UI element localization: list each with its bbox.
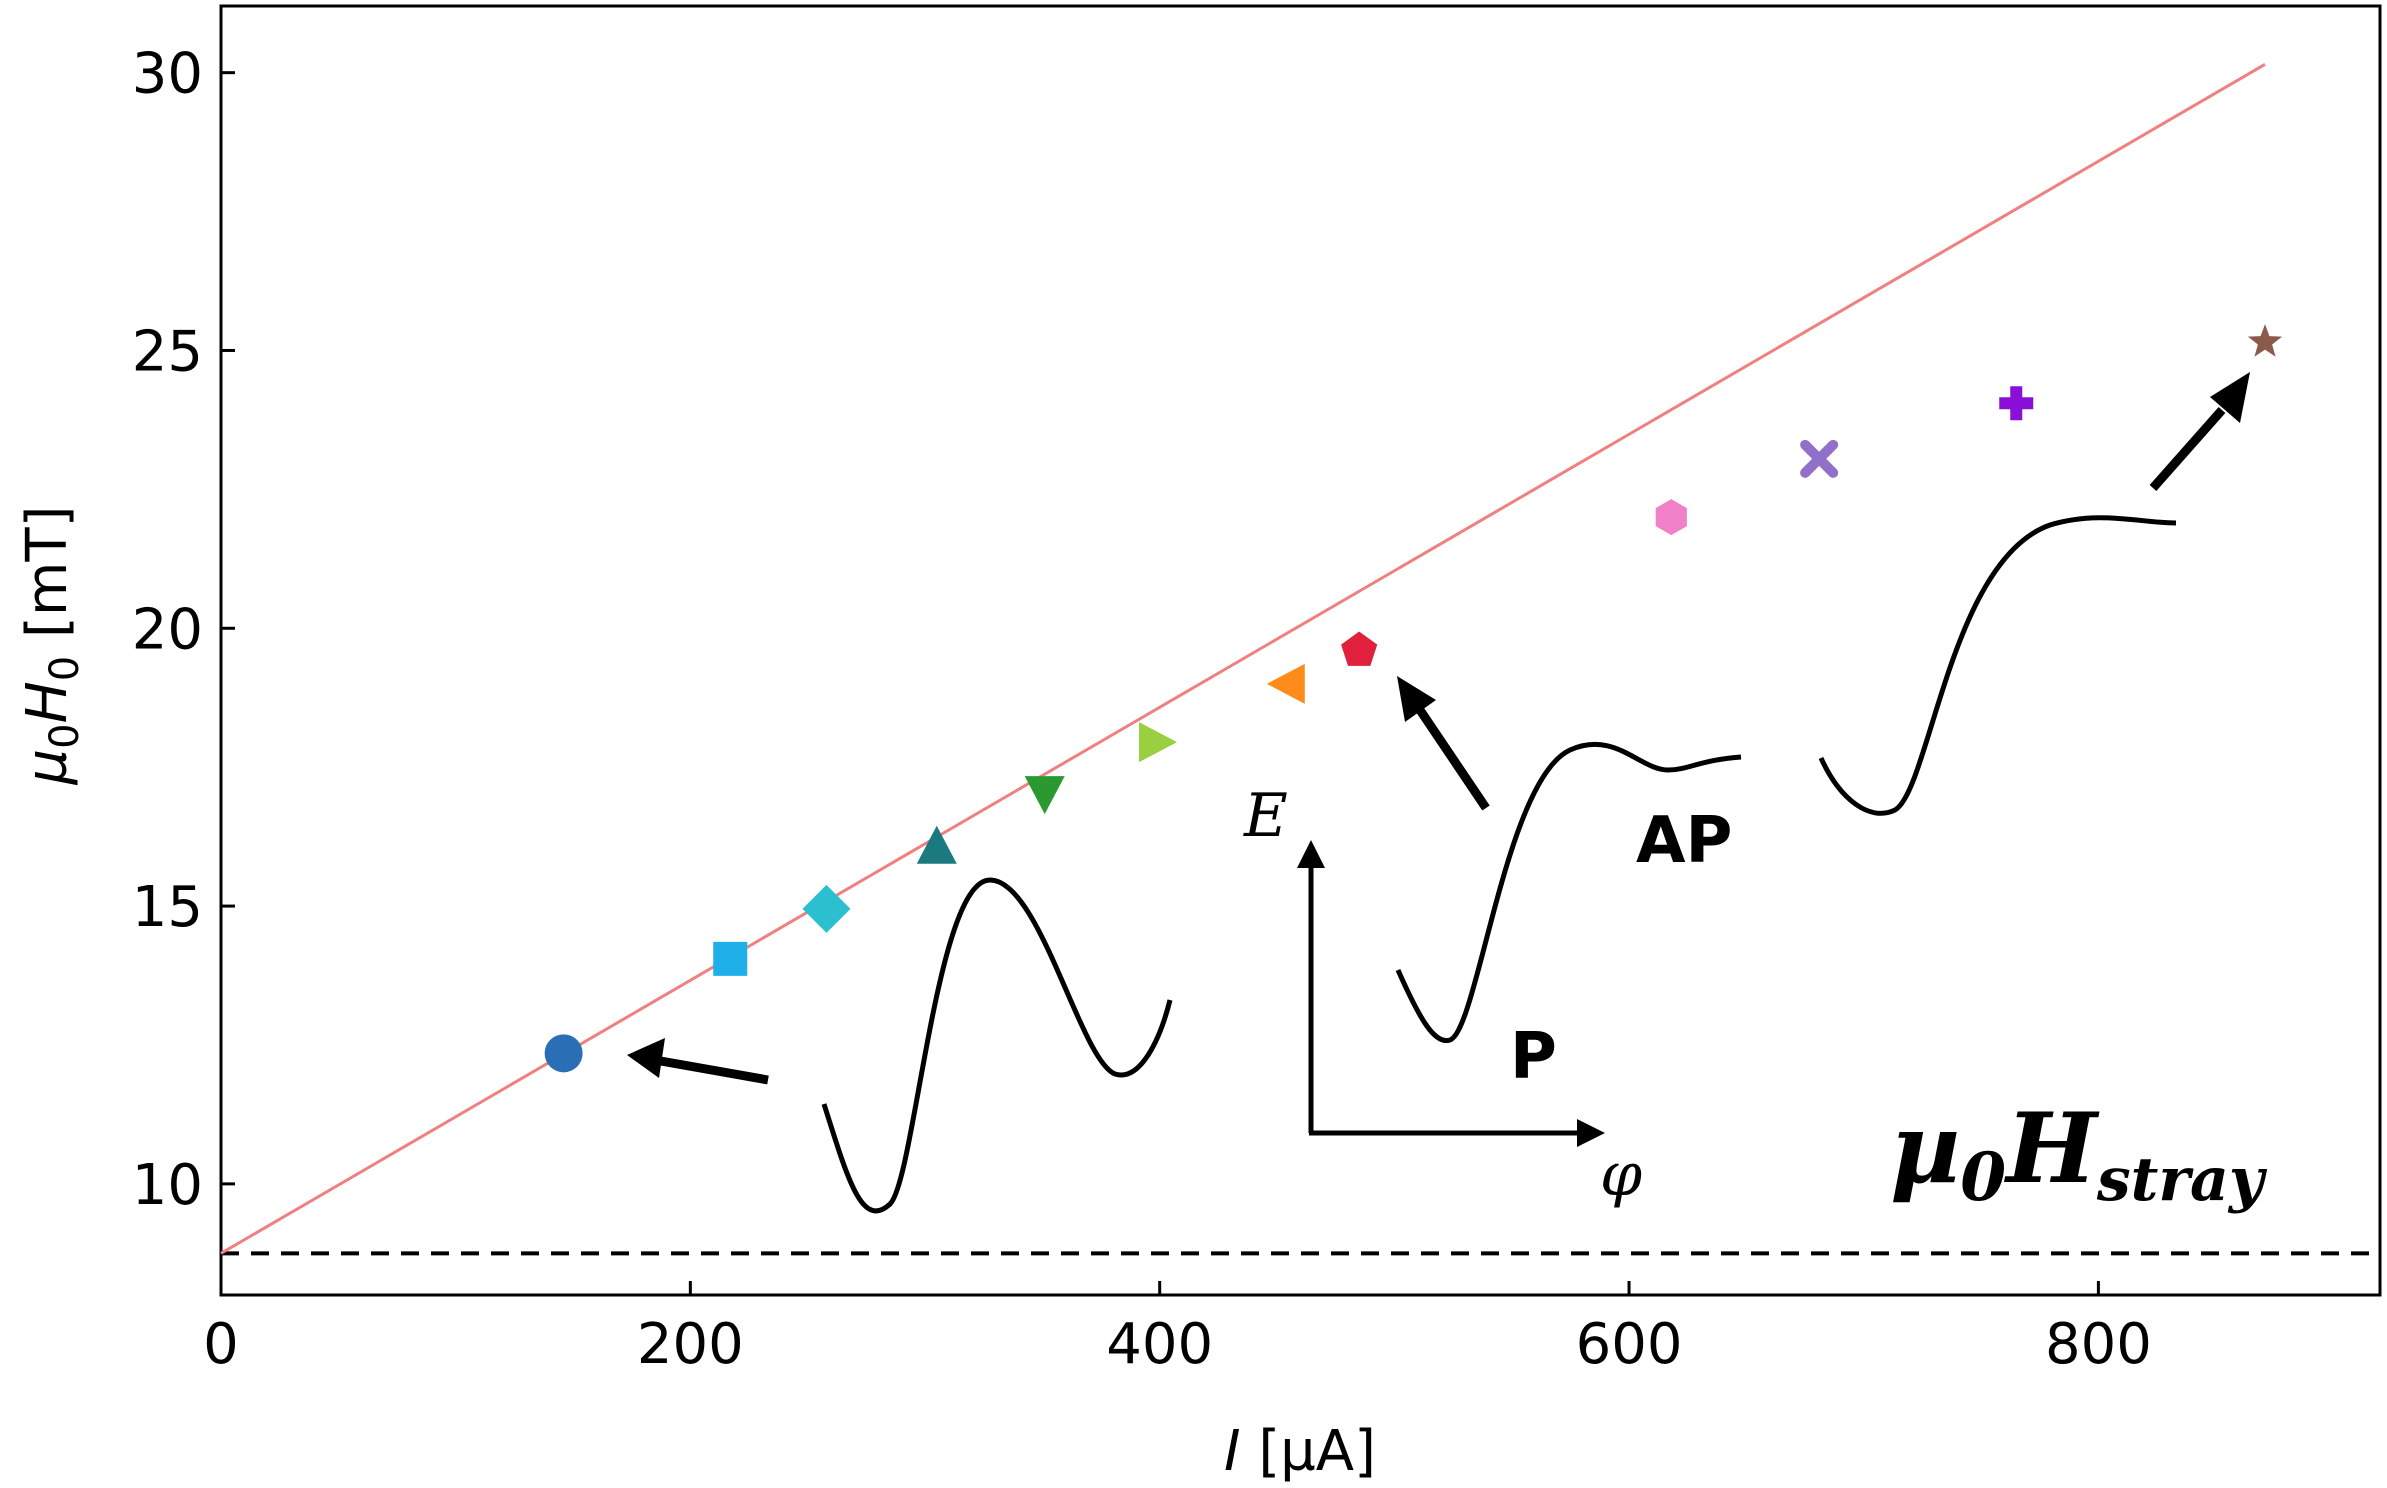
data-point-square (713, 941, 748, 976)
landscape-curve-1 (821, 877, 1173, 1214)
x-axis-label: I [µA] (1224, 1419, 1376, 1484)
data-point-triangle-down (1024, 776, 1065, 815)
x-tick-label: 200 (637, 1312, 744, 1377)
state-label-ap: AP (1636, 804, 1732, 878)
data-point-pentagon (1341, 631, 1378, 666)
y-tick-label: 25 (132, 319, 203, 384)
y-tick-label: 10 (132, 1153, 203, 1218)
data-point-diamond (802, 884, 851, 933)
x-axis-ticks: 0 200 400 600 800 (203, 1281, 2152, 1377)
stray-field-label: µ0Hstray (1890, 1092, 2268, 1216)
data-point-x (1800, 439, 1839, 478)
data-point-triangle-up (916, 825, 957, 864)
data-points (544, 324, 2283, 1073)
y-axis-ticks: 10 15 20 25 30 (132, 42, 235, 1218)
data-point-circle (544, 1034, 583, 1073)
arrow-to-star-point (2149, 372, 2250, 491)
data-point-triangle-left (1266, 663, 1305, 704)
linear-fit-line (220, 63, 2266, 1255)
x-tick-label: 800 (2045, 1312, 2152, 1377)
x-tick-label: 600 (1576, 1312, 1683, 1377)
y-tick-label: 30 (132, 42, 203, 107)
data-point-star (2247, 324, 2283, 357)
data-point-triangle-right (1139, 722, 1178, 763)
energy-axis-label: E (1243, 781, 1288, 851)
landscape-curve-3 (1818, 515, 2177, 816)
arrow-to-pentagon-point (1397, 676, 1490, 811)
x-tick-label: 400 (1106, 1312, 1213, 1377)
x-tick-label: 0 (203, 1312, 239, 1377)
data-point-plus (1999, 386, 2034, 421)
landscape-curve-2 (1395, 742, 1742, 1044)
y-tick-label: 15 (132, 875, 203, 940)
plot-frame (219, 4, 2382, 1297)
data-point-hexagon (1655, 499, 1687, 536)
state-label-p: P (1510, 1020, 1557, 1094)
arrow-to-circle-point (627, 1038, 769, 1085)
y-tick-label: 20 (132, 597, 203, 662)
energy-axes (1297, 840, 1605, 1147)
phase-axis-label: φ (1600, 1140, 1642, 1210)
y-axis-label: µ0H0 [mT] (15, 506, 88, 786)
